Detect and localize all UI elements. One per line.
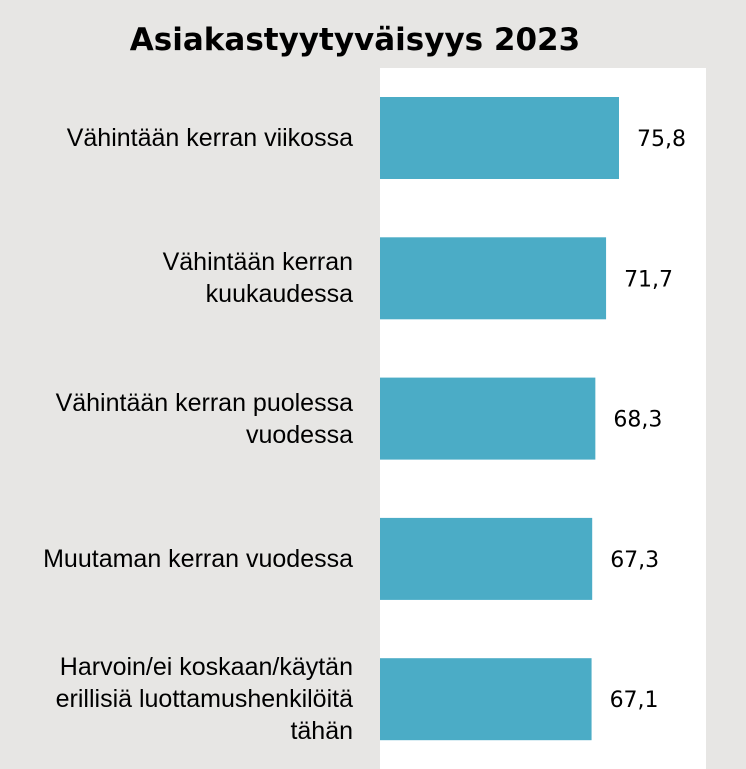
category-label-3: Vähintään kerran puolessa vuodessa <box>55 388 353 449</box>
category-label-1: Vähintään kerran viikossa <box>66 124 353 152</box>
category-label-2: Vähintään kerran kuukaudessa <box>162 248 353 309</box>
value-label-2: 71,7 <box>624 267 673 292</box>
value-label-4: 67,3 <box>610 548 659 573</box>
category-label-4: Muutaman kerran vuodessa <box>43 544 353 573</box>
value-label-5: 67,1 <box>610 688 659 713</box>
category-label-5: Harvoin/ei koskaan/käytän erillisiä luott… <box>55 653 353 746</box>
chart-title: Asiakastyytyväisyys 2023 <box>129 22 581 58</box>
bar-5 <box>380 658 592 741</box>
value-label-1: 75,8 <box>637 127 686 152</box>
bar-1 <box>380 97 619 179</box>
bar-3 <box>380 377 596 460</box>
bar-4 <box>380 517 593 600</box>
value-label-3: 68,3 <box>613 408 662 433</box>
bar-2 <box>380 237 607 320</box>
